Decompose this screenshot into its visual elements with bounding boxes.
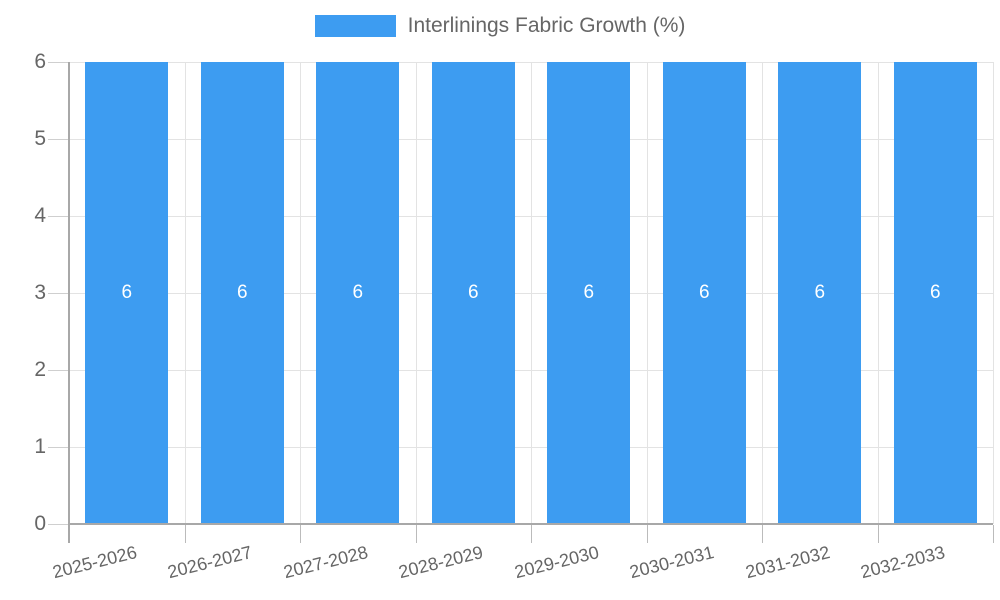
y-tick-label: 6 [34, 50, 46, 73]
x-gridline [531, 62, 532, 524]
x-axis-tick [415, 525, 417, 543]
y-axis-tick [48, 62, 69, 63]
y-axis-tick [48, 216, 69, 217]
x-tick-label: 2025-2026 [50, 542, 139, 583]
x-tick-label: 2027-2028 [281, 542, 370, 583]
x-gridline [646, 62, 648, 524]
y-axis-tick [48, 370, 69, 371]
bar-value-label: 6 [583, 282, 595, 303]
bar-value-label: 6 [236, 282, 248, 303]
bar-value-label: 6 [698, 282, 710, 303]
x-axis-tick [762, 525, 763, 543]
bar[interactable] [662, 62, 746, 524]
bar[interactable] [200, 62, 284, 524]
x-tick-label: 2030-2031 [627, 542, 717, 583]
x-axis-tick [993, 525, 994, 543]
y-axis-line [68, 62, 70, 543]
bar-value-label: 6 [929, 282, 941, 303]
y-tick-label: 0 [34, 512, 46, 535]
x-gridline [762, 62, 763, 524]
x-gridline [184, 62, 186, 524]
chart-legend[interactable]: Interlinings Fabric Growth (%) [0, 14, 1000, 38]
x-tick-label: 2031-2032 [743, 542, 832, 583]
bar[interactable] [85, 62, 169, 524]
x-axis-tick [531, 525, 532, 543]
bar-value-label: 6 [467, 282, 479, 303]
x-axis-tick [300, 525, 301, 543]
bar[interactable] [316, 62, 400, 524]
x-axis-line [68, 523, 993, 525]
x-axis-tick [646, 525, 648, 543]
y-axis-tick [48, 293, 69, 294]
bar-value-label: 6 [814, 282, 826, 303]
x-gridline [877, 62, 879, 524]
y-axis-tick [48, 447, 69, 448]
x-axis-tick [184, 525, 186, 543]
y-tick-label: 5 [34, 127, 46, 150]
x-axis-tick [877, 525, 879, 543]
y-axis-tick [48, 139, 69, 140]
x-tick-label: 2026-2027 [165, 542, 255, 583]
bar[interactable] [778, 62, 862, 524]
bar[interactable] [893, 62, 977, 524]
x-gridline [300, 62, 301, 524]
x-tick-label: 2029-2030 [512, 542, 601, 583]
y-tick-label: 3 [34, 281, 46, 304]
x-gridline [993, 62, 994, 524]
y-axis-tick [48, 524, 69, 525]
bar-value-label: 6 [352, 282, 364, 303]
x-tick-label: 2028-2029 [396, 542, 486, 583]
y-tick-label: 1 [34, 435, 46, 458]
bar-value-label: 6 [121, 282, 133, 303]
y-tick-label: 2 [34, 358, 46, 381]
legend-swatch [314, 15, 396, 37]
bar[interactable] [547, 62, 631, 524]
y-tick-label: 4 [34, 204, 46, 227]
bar[interactable] [431, 62, 515, 524]
legend-label: Interlinings Fabric Growth (%) [407, 14, 686, 37]
x-tick-label: 2032-2033 [858, 542, 948, 583]
x-gridline [415, 62, 417, 524]
